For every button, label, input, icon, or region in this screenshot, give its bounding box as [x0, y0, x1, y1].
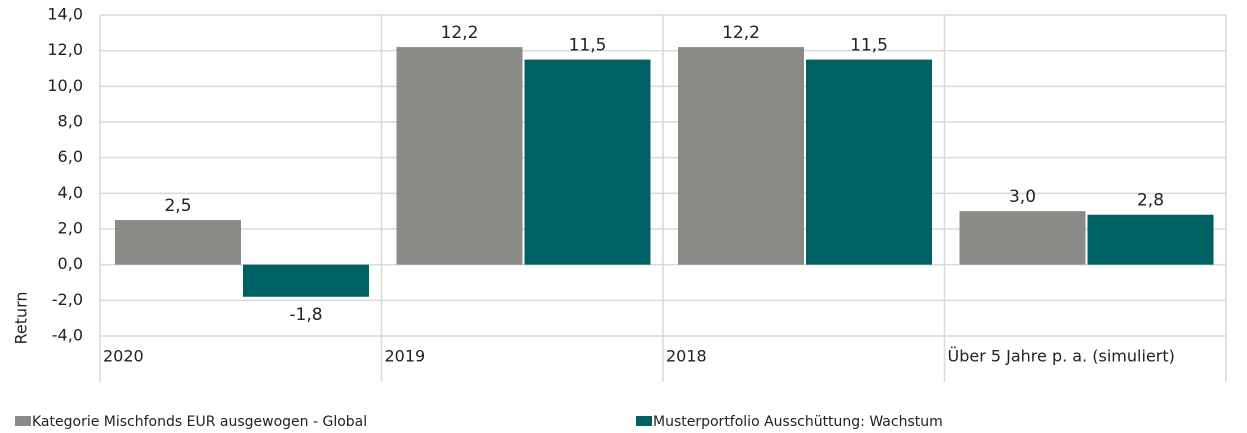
x-tick-label: 2020 — [103, 347, 144, 366]
bar — [524, 59, 651, 265]
y-tick-label: 14,0 — [47, 5, 83, 24]
y-tick-label: 6,0 — [58, 147, 83, 166]
y-tick-label: 10,0 — [47, 76, 83, 95]
y-tick-label: -2,0 — [52, 290, 83, 309]
y-axis-label: Return — [12, 291, 31, 344]
y-tick-label: -4,0 — [52, 326, 83, 345]
y-tick-label: 4,0 — [58, 183, 83, 202]
y-tick-label: 0,0 — [58, 254, 83, 273]
data-label: 2,5 — [164, 196, 191, 216]
data-label: 12,2 — [722, 23, 760, 43]
y-tick-label: 12,0 — [47, 40, 83, 59]
legend-label: Kategorie Mischfonds EUR ausgewogen - Gl… — [32, 414, 367, 430]
data-label: -1,8 — [289, 305, 322, 325]
legend-swatch — [636, 416, 652, 426]
bar — [396, 47, 523, 265]
data-label: 12,2 — [441, 23, 479, 43]
legend-swatch — [15, 416, 31, 426]
x-tick-label: 2018 — [666, 347, 707, 366]
bar — [959, 211, 1086, 265]
data-label: 3,0 — [1009, 187, 1036, 207]
bar — [806, 59, 932, 265]
y-tick-label: 2,0 — [58, 219, 83, 238]
bar — [115, 220, 241, 265]
y-tick-label: 8,0 — [58, 112, 83, 131]
x-tick-label: Über 5 Jahre p. a. (simuliert) — [948, 347, 1175, 366]
data-label: 11,5 — [569, 36, 607, 56]
bar — [678, 47, 804, 265]
data-label: 2,8 — [1137, 191, 1164, 211]
bar — [1087, 214, 1214, 265]
data-label: 11,5 — [850, 36, 888, 56]
legend-label: Musterportfolio Ausschüttung: Wachstum — [653, 414, 943, 430]
bar — [243, 264, 369, 297]
x-tick-label: 2019 — [385, 347, 426, 366]
